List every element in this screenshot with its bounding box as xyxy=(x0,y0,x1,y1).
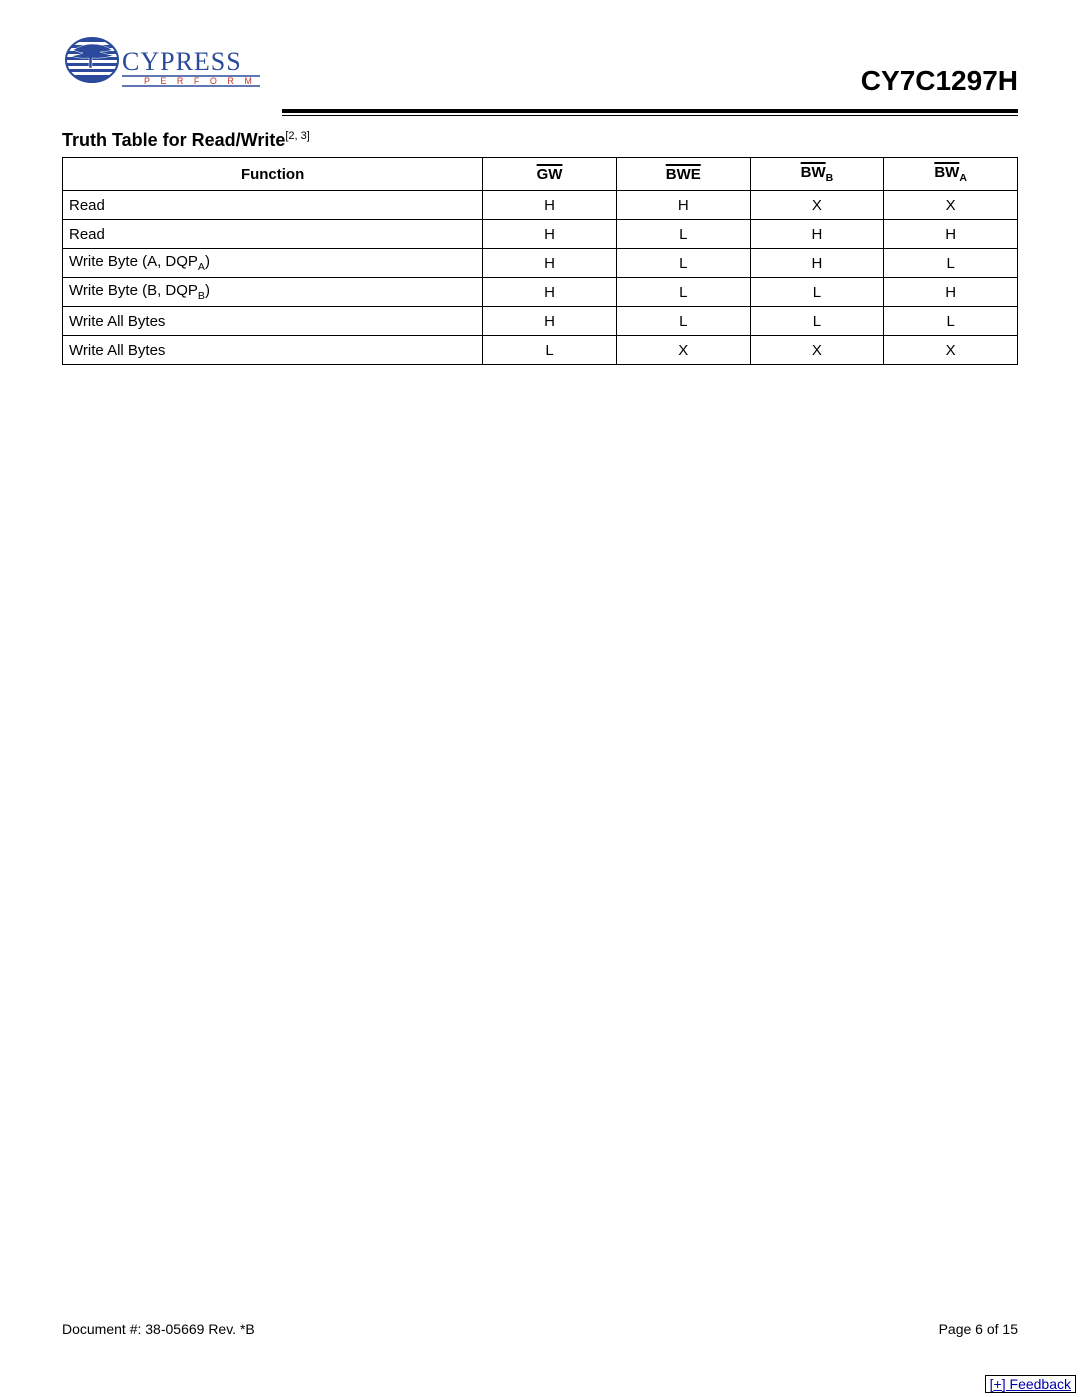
page-footer: Document #: 38-05669 Rev. *B Page 6 of 1… xyxy=(62,1321,1018,1337)
signal-cell: L xyxy=(616,307,750,336)
fn-cell: Write Byte (B, DQPB) xyxy=(63,278,483,307)
signal-cell: X xyxy=(750,336,884,365)
signal-cell: H xyxy=(483,191,617,220)
signal-cell: L xyxy=(884,307,1018,336)
signal-cell: H xyxy=(750,220,884,249)
signal-cell: L xyxy=(750,278,884,307)
col-header: BWE xyxy=(616,158,750,191)
fn-cell: Write Byte (A, DQPA) xyxy=(63,249,483,278)
col-header: BWB xyxy=(750,158,884,191)
header-rules xyxy=(282,109,1018,116)
signal-cell: H xyxy=(750,249,884,278)
signal-cell: L xyxy=(750,307,884,336)
signal-cell: X xyxy=(884,191,1018,220)
col-header: BWA xyxy=(884,158,1018,191)
col-header: GW xyxy=(483,158,617,191)
cypress-logo-icon: CYPRESS P E R F O R M xyxy=(62,30,262,105)
signal-cell: L xyxy=(616,278,750,307)
section-title: Truth Table for Read/Write[2, 3] xyxy=(62,130,1018,151)
table-row: Write Byte (A, DQPA)HLHL xyxy=(63,249,1018,278)
fn-cell: Read xyxy=(63,191,483,220)
signal-cell: H xyxy=(884,278,1018,307)
table-row: ReadHHXX xyxy=(63,191,1018,220)
fn-cell: Write All Bytes xyxy=(63,307,483,336)
part-number: CY7C1297H xyxy=(861,65,1018,105)
signal-cell: L xyxy=(616,249,750,278)
signal-cell: H xyxy=(483,278,617,307)
signal-cell: L xyxy=(884,249,1018,278)
fn-cell: Write All Bytes xyxy=(63,336,483,365)
signal-cell: X xyxy=(616,336,750,365)
signal-cell: X xyxy=(884,336,1018,365)
page-number: Page 6 of 15 xyxy=(939,1321,1018,1337)
table-row: Write Byte (B, DQPB)HLLH xyxy=(63,278,1018,307)
page-header: CYPRESS P E R F O R M CY7C1297H xyxy=(62,30,1018,105)
fn-cell: Read xyxy=(63,220,483,249)
svg-text:CYPRESS: CYPRESS xyxy=(122,47,242,76)
signal-cell: H xyxy=(884,220,1018,249)
feedback-link[interactable]: [+] Feedback xyxy=(985,1375,1076,1393)
signal-cell: L xyxy=(616,220,750,249)
signal-cell: L xyxy=(483,336,617,365)
svg-text:P E R F O R M: P E R F O R M xyxy=(144,76,256,86)
truth-table: FunctionGWBWEBWBBWA ReadHHXXReadHLHHWrit… xyxy=(62,157,1018,365)
signal-cell: X xyxy=(750,191,884,220)
signal-cell: H xyxy=(483,220,617,249)
col-header: Function xyxy=(63,158,483,191)
company-logo: CYPRESS P E R F O R M xyxy=(62,30,262,105)
signal-cell: H xyxy=(483,249,617,278)
signal-cell: H xyxy=(483,307,617,336)
table-row: Write All BytesHLLL xyxy=(63,307,1018,336)
table-row: ReadHLHH xyxy=(63,220,1018,249)
table-row: Write All BytesLXXX xyxy=(63,336,1018,365)
signal-cell: H xyxy=(616,191,750,220)
doc-number: Document #: 38-05669 Rev. *B xyxy=(62,1321,255,1337)
